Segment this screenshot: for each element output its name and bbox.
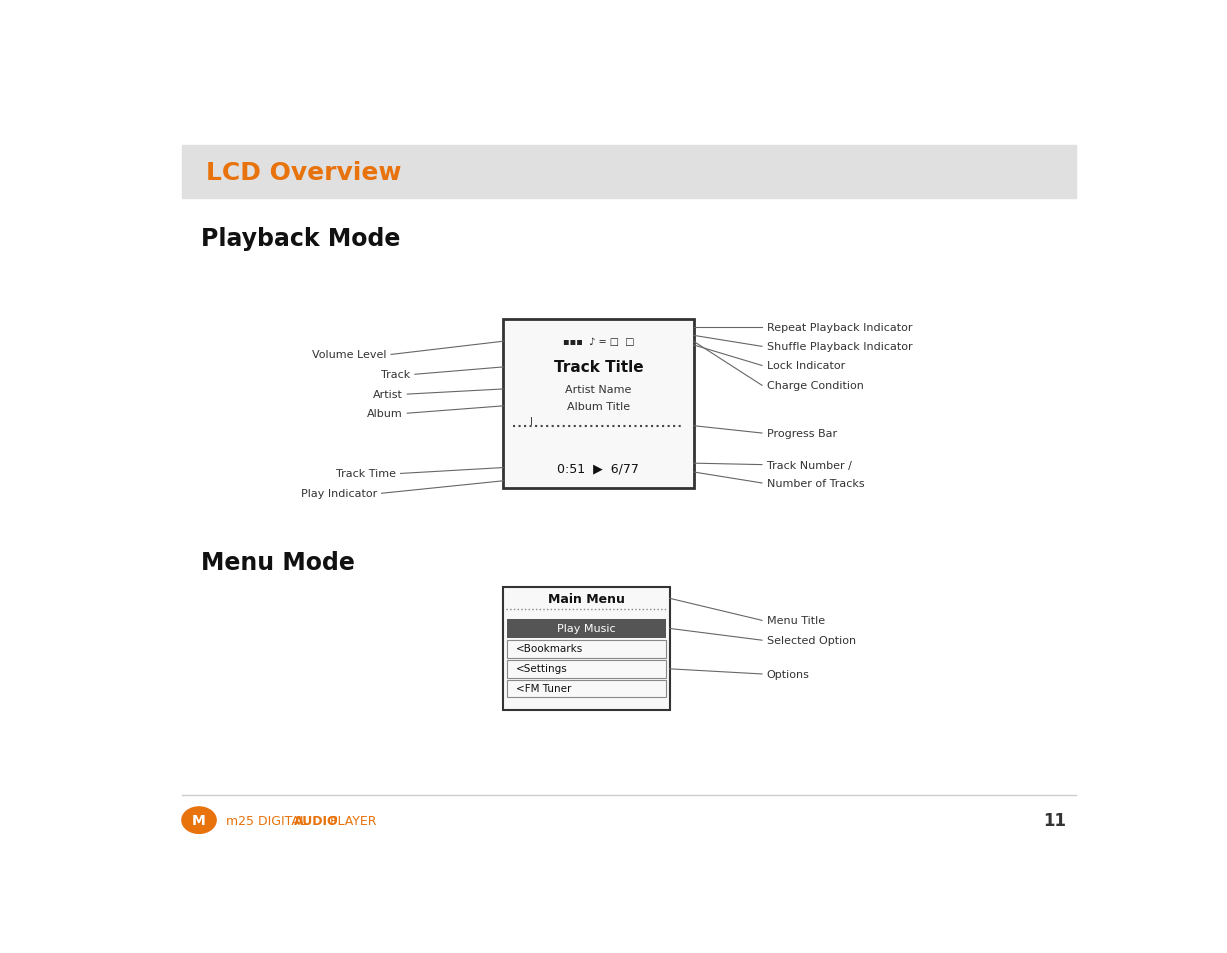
Bar	[507, 660, 666, 678]
Bar	[507, 680, 666, 698]
Text: Artist Name: Artist Name	[566, 385, 632, 395]
Text: Artist: Artist	[373, 390, 402, 399]
Text: Charge Condition: Charge Condition	[767, 381, 864, 391]
Text: Options: Options	[767, 669, 810, 679]
Bar	[503, 587, 670, 710]
Text: m25 DIGITAL: m25 DIGITAL	[226, 814, 310, 827]
Text: Track Title: Track Title	[553, 360, 643, 375]
Text: 11: 11	[1043, 811, 1066, 829]
Text: Track: Track	[380, 370, 410, 380]
Text: Track Time: Track Time	[336, 469, 396, 479]
Bar	[503, 320, 693, 489]
Text: Progress Bar: Progress Bar	[767, 429, 837, 438]
Text: AUDIO: AUDIO	[294, 814, 339, 827]
Text: Main Menu: Main Menu	[548, 592, 625, 605]
Text: Lock Indicator: Lock Indicator	[767, 361, 845, 371]
Text: Menu Mode: Menu Mode	[201, 550, 355, 574]
Text: Album Title: Album Title	[567, 401, 629, 412]
Text: LCD Overview: LCD Overview	[206, 160, 401, 184]
Text: Repeat Playback Indicator: Repeat Playback Indicator	[767, 322, 912, 333]
Text: Selected Option: Selected Option	[767, 636, 856, 645]
Bar	[507, 640, 666, 659]
Text: Shuffle Playback Indicator: Shuffle Playback Indicator	[767, 342, 913, 352]
Circle shape	[182, 807, 216, 834]
Text: Play Indicator: Play Indicator	[301, 489, 377, 498]
Text: I: I	[530, 416, 534, 426]
Text: Track Number /: Track Number /	[767, 460, 852, 470]
Text: Number of Tracks: Number of Tracks	[767, 478, 864, 489]
Text: Volume Level: Volume Level	[312, 350, 387, 360]
Text: ▪▪▪  ♪ = □  □: ▪▪▪ ♪ = □ □	[563, 336, 634, 347]
Bar	[507, 619, 666, 639]
Text: Play Music: Play Music	[557, 624, 616, 634]
Text: 0:51  ▶  6/77: 0:51 ▶ 6/77	[557, 461, 639, 475]
Text: Menu Title: Menu Title	[767, 616, 825, 626]
Text: Playback Mode: Playback Mode	[201, 227, 400, 251]
Text: PLAYER: PLAYER	[326, 814, 377, 827]
Bar	[182, 146, 1076, 199]
Text: <Bookmarks: <Bookmarks	[515, 643, 583, 654]
Text: Album: Album	[367, 409, 402, 418]
Text: <Settings: <Settings	[515, 663, 567, 674]
Text: <FM Tuner: <FM Tuner	[515, 683, 571, 693]
Text: M: M	[193, 813, 206, 827]
